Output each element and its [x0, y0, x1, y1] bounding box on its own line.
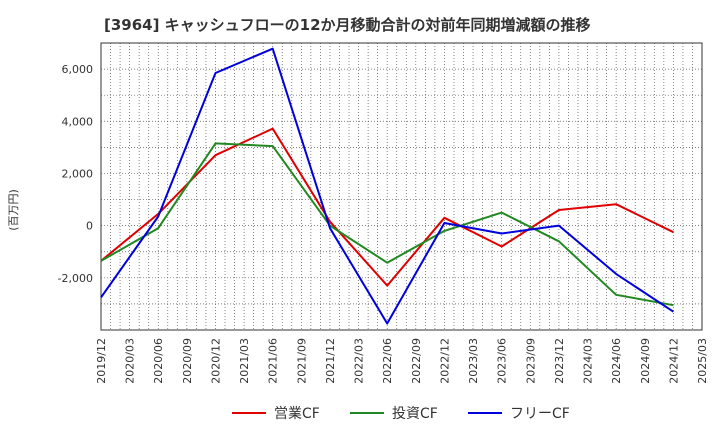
x-tick-label: 2024/06 [610, 338, 623, 384]
series-line [100, 47, 674, 325]
y-tick-label: 4,000 [62, 115, 94, 128]
x-tick-label: 2021/03 [238, 338, 251, 384]
y-tick-label: 0 [86, 220, 93, 233]
x-tick-label: 2020/03 [124, 338, 137, 384]
x-tick-label: 2023/03 [467, 338, 480, 384]
legend-label: 営業CF [274, 406, 320, 422]
x-tick-label: 2020/12 [209, 338, 222, 384]
x-tick-label: 2024/03 [582, 338, 595, 384]
plot-frame [100, 42, 703, 331]
y-tick-label: 6,000 [62, 63, 94, 76]
x-tick-label: 2025/03 [696, 338, 709, 384]
grid-layer [101, 43, 702, 330]
x-tick-label: 2023/09 [524, 338, 537, 384]
y-tick-label: -2,000 [58, 272, 93, 285]
x-tick-label: 2021/06 [267, 338, 280, 384]
series-line [100, 142, 674, 307]
x-tick-label: 2023/12 [553, 338, 566, 384]
axis-layer: -2,000 0 2,000 4,000 6,000 2019/12 2020/03 2020… [58, 42, 709, 384]
x-tick-label: 2023/06 [496, 338, 509, 384]
x-tick-label: 2021/12 [324, 338, 337, 384]
x-tick-label: 2022/03 [353, 338, 366, 384]
x-tick-label: 2020/09 [181, 338, 194, 384]
legend-label: フリーCF [510, 406, 570, 422]
x-tick-label: 2019/12 [95, 338, 108, 384]
y-axis-label: (百万円) [7, 189, 20, 231]
series-line [100, 127, 674, 287]
x-tick-label: 2022/12 [438, 338, 451, 384]
chart-title: [3964] キャッシュフローの12か月移動合計の対前年同期増減額の推移 [104, 16, 591, 34]
legend: 営業CF 投資CF フリーCF [232, 406, 570, 422]
x-tick-label: 2022/06 [381, 338, 394, 384]
legend-label: 投資CF [392, 406, 438, 422]
x-tick-label: 2022/09 [410, 338, 423, 384]
x-tick-label: 2024/12 [667, 338, 680, 384]
y-tick-label: 2,000 [62, 167, 94, 180]
x-tick-label: 2020/06 [152, 338, 165, 384]
series-layer [100, 47, 674, 325]
x-tick-label: 2021/09 [295, 338, 308, 384]
x-tick-label: 2024/09 [639, 338, 652, 384]
